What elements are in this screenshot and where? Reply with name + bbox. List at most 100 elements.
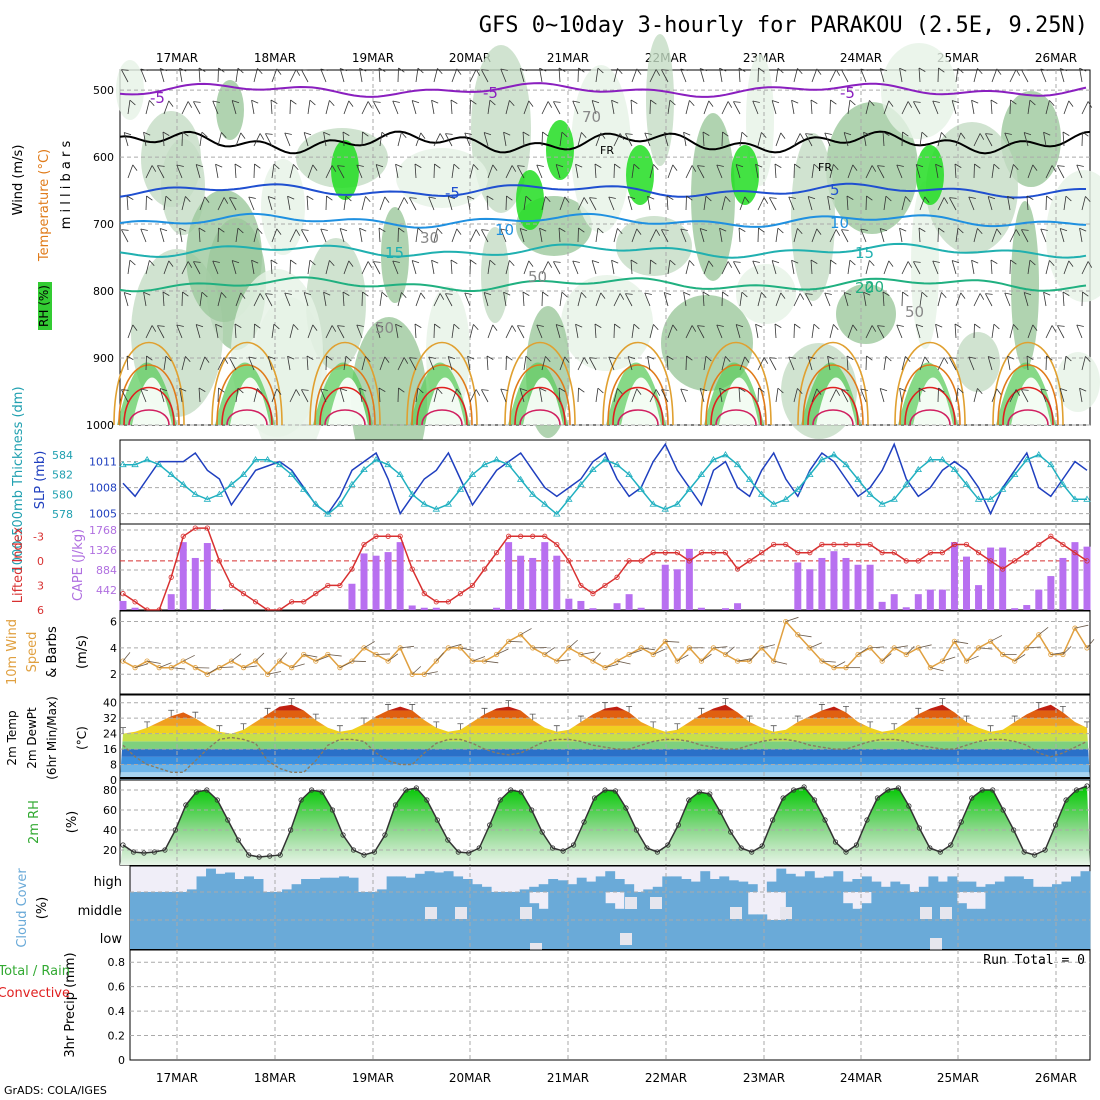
barb-staff [824, 292, 831, 307]
barb-flag [916, 324, 924, 328]
barb-staff [661, 229, 669, 243]
barb-staff [179, 388, 183, 403]
wind-barb [955, 67, 964, 83]
cloud-gap [455, 907, 467, 919]
wind-barb-small [918, 644, 932, 649]
barb-flag [993, 163, 1000, 170]
barb-flag [500, 388, 508, 391]
barb-flag [542, 131, 549, 137]
wind-barb [613, 388, 623, 403]
cloud-bar [472, 884, 483, 892]
wind-barb [968, 196, 976, 211]
barb-staff [143, 292, 147, 307]
cloud-bar [130, 920, 140, 949]
barb-staff [397, 357, 405, 371]
cloud-bar [785, 892, 796, 920]
axis-title: Lifted Index [11, 526, 26, 603]
wind-barb [901, 101, 913, 115]
cloud-bar [206, 892, 216, 920]
series-marker [806, 470, 814, 477]
barb-flag [583, 197, 589, 204]
wind-barb [451, 228, 462, 243]
wind-barb [721, 261, 733, 275]
barb-staff [805, 293, 813, 307]
wind-barb-small [363, 641, 375, 649]
barb-flag [589, 357, 597, 359]
cloud-bar [481, 920, 492, 949]
barb-flag [979, 293, 985, 300]
wind-barb [738, 227, 746, 243]
cloud-bar [738, 920, 749, 949]
y-tick-label: 0.8 [108, 956, 126, 969]
cloud-bar [1061, 892, 1072, 920]
barb-staff [451, 228, 458, 243]
barb-flag [373, 261, 381, 263]
cloud-bar [1032, 920, 1043, 949]
wind-barb [523, 195, 532, 211]
wind-barb [325, 355, 333, 371]
wind-barb [631, 388, 642, 403]
wind-barb [951, 100, 960, 115]
cloud-bar [529, 903, 540, 920]
series-marker [1071, 495, 1079, 502]
wind-barb-small [376, 653, 391, 655]
series-marker [214, 797, 220, 803]
temp-band [120, 733, 1090, 742]
wind-barb [990, 99, 998, 115]
barb-staff [683, 292, 687, 307]
cloud-bar [595, 920, 606, 949]
barb-staff [467, 196, 471, 211]
barb-staff [397, 292, 402, 307]
cloud-bar [453, 892, 464, 920]
barb-staff [487, 100, 491, 115]
barb-staff [771, 100, 777, 115]
run-total-label: Run Total = 0 [983, 953, 1085, 968]
barb-staff [667, 100, 671, 115]
wind-barb [409, 197, 417, 211]
cloud-bar [225, 892, 235, 920]
barb-staff [301, 389, 309, 403]
barb-staff [415, 228, 419, 243]
series-marker [288, 827, 294, 833]
series-marker [625, 470, 633, 477]
y-tick-label: 580 [52, 488, 73, 501]
wind-barb [901, 196, 911, 211]
barb-flag [140, 68, 148, 71]
barb-flag [539, 67, 547, 72]
wind-barb [1045, 325, 1057, 339]
cloud-bar [833, 920, 844, 949]
series-marker [698, 550, 705, 556]
wind-barb-small [1086, 638, 1095, 649]
barb-flag [880, 228, 888, 232]
wind-barb [811, 163, 820, 179]
series-marker [384, 460, 392, 468]
barb-flag [877, 325, 885, 327]
wind-barb-small [556, 659, 571, 662]
y-tick-label: 20 [103, 844, 117, 857]
wind-barb [1062, 291, 1070, 307]
wind-barb [769, 357, 777, 371]
barb-flag [1046, 195, 1053, 201]
barb-flag [237, 67, 244, 74]
barb-staff [841, 229, 849, 243]
wind-barb [811, 228, 822, 243]
barb-flag [157, 165, 165, 167]
barb-flag [489, 99, 496, 106]
cloud-bar [909, 892, 920, 920]
barb-flag [628, 356, 636, 360]
wind-barb [433, 133, 445, 147]
series-marker [361, 541, 367, 548]
wind-barb [991, 228, 1002, 243]
barb-flag [1004, 292, 1012, 295]
series-marker [204, 787, 210, 793]
barb-flag [597, 227, 604, 234]
barb-flag [769, 357, 777, 359]
barb-staff [990, 260, 993, 275]
barb-staff [1043, 292, 1047, 307]
barb-staff [919, 292, 923, 307]
wind-barb [356, 164, 364, 179]
cloud-bar [386, 876, 397, 892]
series-marker [469, 582, 476, 589]
rh-patch [261, 159, 305, 255]
barb-staff [843, 132, 849, 147]
